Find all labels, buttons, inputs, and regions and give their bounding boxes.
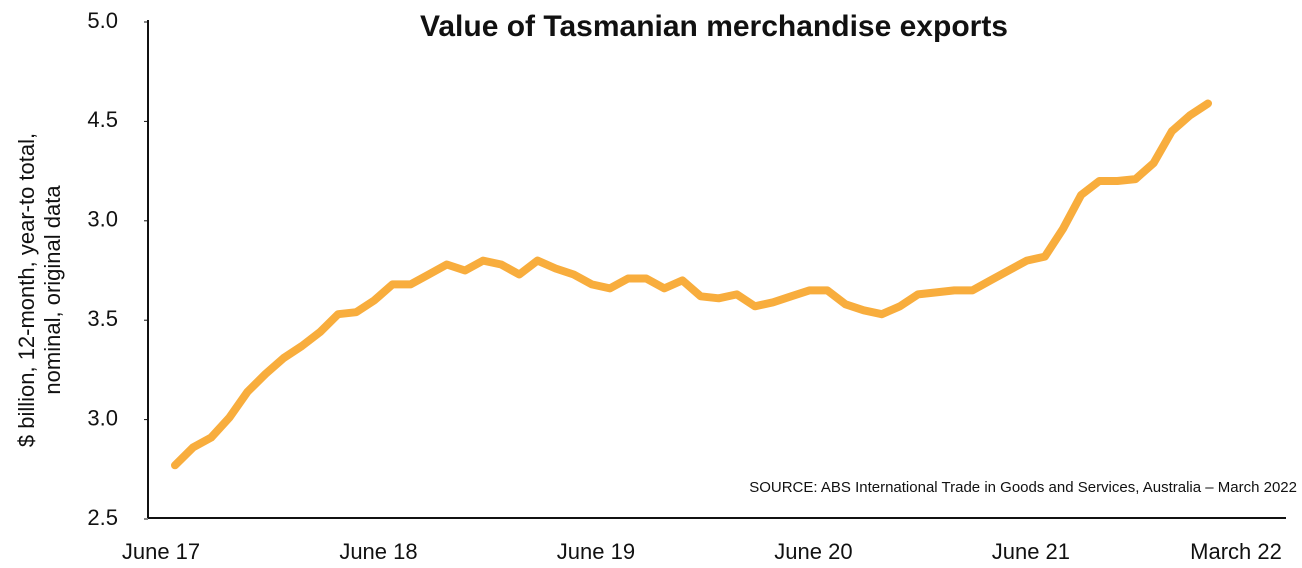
- y-tick-label: 3.0: [87, 207, 118, 232]
- y-tick-label: 2.5: [87, 505, 118, 530]
- x-tick-label: June 19: [557, 539, 635, 564]
- x-tick-label: June 18: [339, 539, 417, 564]
- y-tick-label: 4.5: [87, 107, 118, 132]
- x-tick-label: June 17: [122, 539, 200, 564]
- y-tick-label: 3.5: [87, 306, 118, 331]
- y-axis-title: nominal, original data: [40, 185, 65, 395]
- data-line: [171, 99, 1212, 470]
- x-tick-label: June 20: [774, 539, 852, 564]
- y-axis-title: $ billion, 12-month, year-to total,: [14, 133, 39, 447]
- x-tick-label: June 21: [992, 539, 1070, 564]
- y-tick-label: 5.0: [87, 8, 118, 33]
- chart-title: Value of Tasmanian merchandise exports: [420, 10, 1008, 43]
- x-tick-label: March 22: [1190, 539, 1282, 564]
- y-tick-label: 3.0: [87, 405, 118, 430]
- source-note: SOURCE: ABS International Trade in Goods…: [749, 479, 1297, 496]
